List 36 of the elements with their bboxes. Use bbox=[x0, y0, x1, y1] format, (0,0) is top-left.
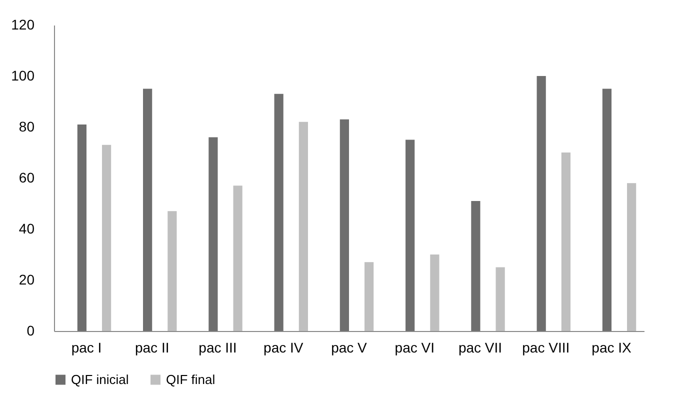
bar bbox=[274, 94, 284, 331]
x-tick-label: pac VI bbox=[394, 340, 434, 356]
y-tick-label: 0 bbox=[26, 322, 35, 338]
bar bbox=[233, 186, 242, 331]
bar bbox=[430, 254, 440, 331]
y-tick-label: 100 bbox=[11, 68, 35, 84]
bar bbox=[406, 140, 415, 331]
legend-label: QIF inicial bbox=[71, 372, 129, 387]
x-tick-label: pac IV bbox=[264, 340, 304, 356]
bar bbox=[298, 122, 308, 331]
legend-label: QIF final bbox=[166, 372, 216, 387]
y-tick-label: 40 bbox=[18, 220, 35, 236]
bar bbox=[496, 267, 505, 331]
y-tick-label: 20 bbox=[18, 272, 35, 288]
x-tick-label: pac I bbox=[71, 340, 102, 356]
bar bbox=[364, 262, 374, 331]
bar bbox=[627, 183, 636, 331]
bar bbox=[561, 152, 570, 331]
bar bbox=[471, 200, 480, 331]
y-tick-label: 120 bbox=[11, 16, 35, 32]
x-tick-label: pac IX bbox=[592, 340, 632, 356]
bar bbox=[102, 144, 112, 331]
bar bbox=[143, 88, 152, 331]
bar bbox=[168, 211, 177, 331]
bar bbox=[536, 76, 546, 331]
bar bbox=[77, 124, 86, 331]
x-tick-label: pac VIII bbox=[522, 340, 570, 356]
x-tick-label: pac II bbox=[134, 340, 170, 356]
x-tick-label: pac V bbox=[331, 340, 368, 356]
y-tick-label: 80 bbox=[18, 118, 35, 134]
bar bbox=[208, 137, 218, 331]
x-tick-label: pac VII bbox=[458, 340, 502, 356]
bar bbox=[602, 88, 612, 331]
x-tick-label: pac III bbox=[198, 340, 237, 356]
bar bbox=[340, 119, 349, 331]
y-tick-label: 60 bbox=[18, 170, 35, 186]
